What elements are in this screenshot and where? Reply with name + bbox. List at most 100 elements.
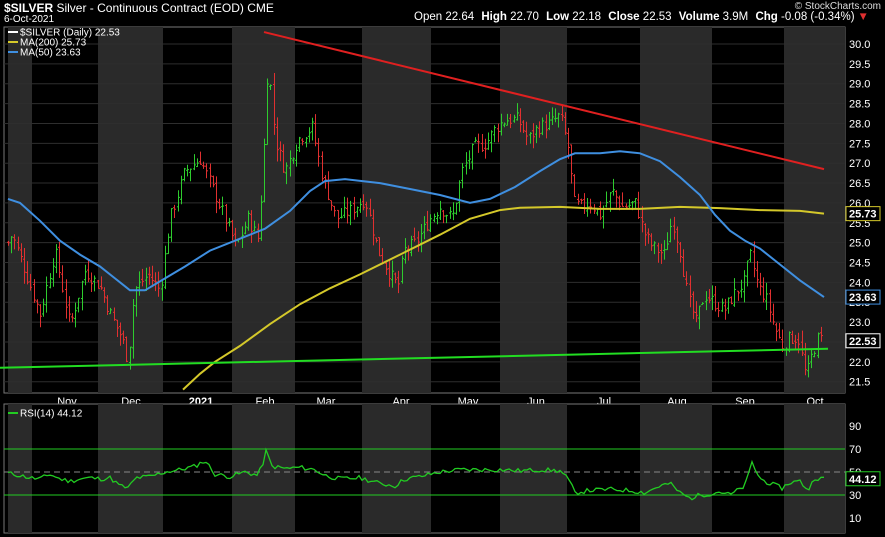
price-bar xyxy=(676,226,679,254)
open-value: 22.64 xyxy=(445,11,475,23)
price-bar xyxy=(109,307,112,315)
price-bar xyxy=(221,196,224,216)
price-bar xyxy=(279,141,282,162)
price-bar xyxy=(461,163,464,189)
rsi-tick-label: 70 xyxy=(849,444,861,456)
price-bar xyxy=(260,195,263,241)
price-bar xyxy=(513,114,516,123)
price-bar xyxy=(717,301,720,318)
price-bar xyxy=(749,248,752,263)
price-bar xyxy=(769,289,772,323)
price-bar xyxy=(122,330,125,345)
volume-value: 3.9M xyxy=(722,11,749,23)
price-bar xyxy=(561,104,564,121)
price-bar xyxy=(433,213,436,223)
price-tick-label: 30.0 xyxy=(849,39,870,51)
price-bar xyxy=(356,206,359,218)
price-bar xyxy=(778,323,781,339)
chg-value: -0.08 (-0.34%) xyxy=(781,11,855,23)
price-bars xyxy=(7,73,823,378)
price-bar xyxy=(577,193,580,205)
price-bar xyxy=(733,278,736,307)
price-bar xyxy=(183,167,186,182)
down-arrow-icon: ▼ xyxy=(857,11,869,23)
price-bar xyxy=(615,190,618,208)
price-bar xyxy=(714,286,717,312)
month-band xyxy=(232,27,295,393)
price-bar xyxy=(525,121,528,146)
price-bar xyxy=(529,132,532,144)
chg-label: Chg xyxy=(755,11,778,23)
price-bar xyxy=(257,223,260,243)
price-bar xyxy=(186,164,189,177)
rsi-month-band xyxy=(784,404,845,533)
price-bar xyxy=(625,203,628,209)
price-bar xyxy=(20,243,23,263)
price-bar xyxy=(391,260,394,288)
svg-text:MA(200) 25.73: MA(200) 25.73 xyxy=(20,38,87,49)
price-bar xyxy=(394,272,397,284)
price-bar xyxy=(148,266,151,285)
price-bar xyxy=(154,272,157,292)
ohlc-readout: Open 22.64 High 22.70 Low 22.18 Close 22… xyxy=(414,11,869,23)
last-value-labels: 25.73 23.63 22.53 xyxy=(845,206,881,349)
price-bar xyxy=(426,210,429,232)
rsi-last-label: 44.12 xyxy=(845,471,881,487)
month-bands xyxy=(8,27,845,393)
price-bar xyxy=(772,303,775,325)
chart-date: 6-Oct-2021 xyxy=(4,14,55,25)
rsi-reference-lines xyxy=(4,448,845,496)
open-label: Open xyxy=(414,11,443,23)
rsi-tick-label: 90 xyxy=(849,421,861,433)
rsi-month-bands xyxy=(8,404,845,533)
price-bar xyxy=(541,117,544,136)
price-bar xyxy=(548,111,551,131)
price-bar xyxy=(503,122,506,128)
price-bar xyxy=(589,198,592,214)
price-bar xyxy=(209,163,212,188)
price-bar xyxy=(343,196,346,219)
price-bar xyxy=(244,221,247,235)
price-bar xyxy=(644,223,647,246)
resistance-trendline xyxy=(263,31,825,171)
month-band xyxy=(500,27,567,393)
price-bar xyxy=(295,144,298,167)
price-bar xyxy=(273,73,276,135)
rsi-legend: RSI(14) 44.12 xyxy=(8,409,83,420)
price-bar xyxy=(33,279,36,303)
price-bar xyxy=(737,290,740,301)
price-bar xyxy=(369,198,372,217)
support-trendline xyxy=(0,347,829,369)
price-bar xyxy=(413,227,416,242)
price-bar xyxy=(145,267,148,292)
price-bar xyxy=(333,205,336,217)
price-bar xyxy=(573,174,576,198)
price-bar xyxy=(314,114,317,147)
price-bar xyxy=(305,137,308,148)
price-bar xyxy=(52,258,55,287)
price-bar xyxy=(781,329,784,353)
price-bar xyxy=(103,287,106,303)
price-bar xyxy=(177,190,180,212)
price-bar xyxy=(580,198,583,205)
price-bar xyxy=(535,125,538,144)
price-bar xyxy=(269,84,272,91)
price-bar xyxy=(551,107,554,126)
price-bar xyxy=(49,273,52,289)
rsi-tick-label: 10 xyxy=(849,513,861,525)
price-bar xyxy=(164,245,167,290)
price-bar xyxy=(701,302,704,306)
price-bar xyxy=(647,228,650,244)
price-bar xyxy=(330,200,333,211)
price-tick-label: 27.5 xyxy=(849,138,870,150)
price-bar xyxy=(372,209,375,246)
price-bar xyxy=(58,241,61,278)
price-bar xyxy=(695,301,698,323)
price-bar xyxy=(724,298,727,320)
rsi-month-band xyxy=(362,404,431,533)
price-bar xyxy=(813,351,816,358)
price-bar xyxy=(497,123,500,143)
svg-text:$SILVER (Daily) 22.53: $SILVER (Daily) 22.53 xyxy=(20,28,120,39)
price-bar xyxy=(484,138,487,159)
